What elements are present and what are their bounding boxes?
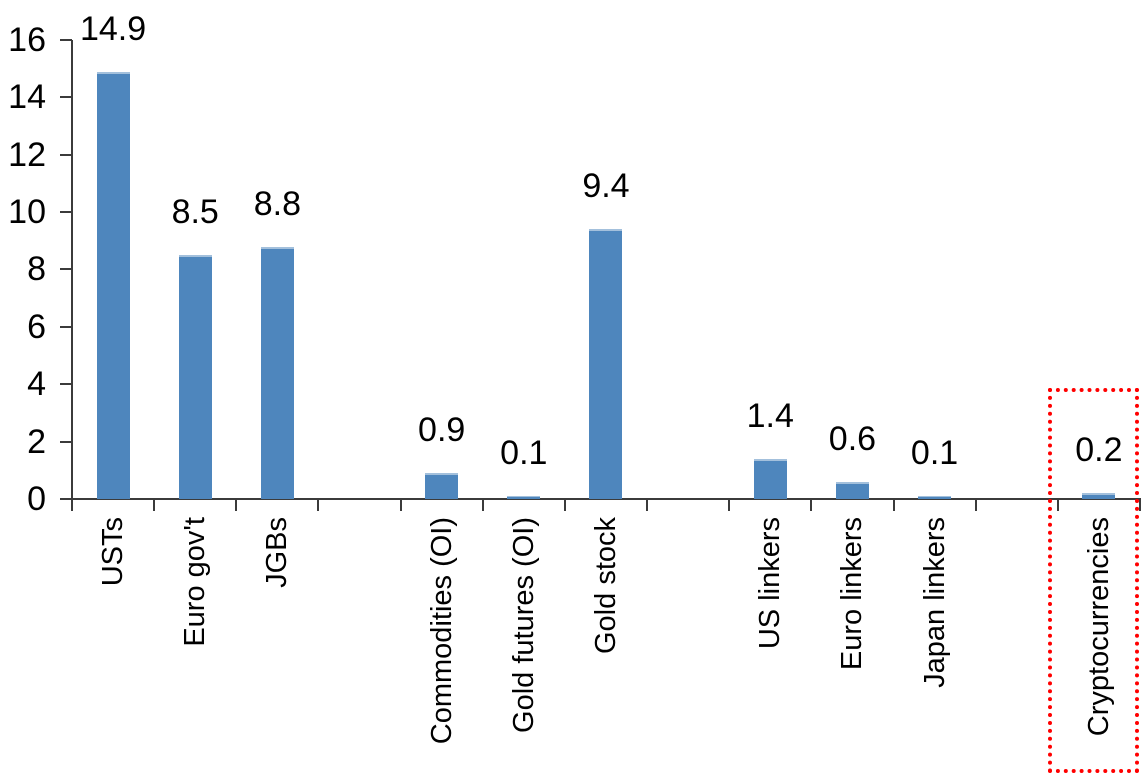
value-label-euro-linkers: 0.6 [828, 419, 877, 458]
x-axis-tick [235, 499, 238, 511]
category-label-gold-stock: Gold stock [589, 517, 622, 654]
x-axis-tick [974, 499, 977, 511]
value-label-gold-futures-oi: 0.1 [500, 434, 548, 473]
y-axis-tick-label: 4 [27, 365, 46, 404]
x-axis-tick [1056, 499, 1059, 511]
bar-usts [96, 71, 130, 499]
bar-gold-futures-oi [507, 496, 541, 499]
y-axis-tick-label: 0 [27, 480, 46, 518]
bar-euro-linkers [835, 481, 869, 499]
x-axis-tick [728, 499, 731, 511]
value-label-commodities-oi: 0.9 [418, 411, 466, 450]
highlight-box-cryptocurrencies [1047, 388, 1139, 773]
y-axis-tick [60, 498, 72, 500]
x-axis-tick [1138, 499, 1141, 511]
y-axis-tick [60, 383, 72, 386]
category-label-commodities-oi: Commodities (OI) [425, 517, 458, 745]
y-axis-tick [60, 211, 72, 214]
y-axis-line [71, 39, 73, 499]
y-axis-tick-label: 12 [8, 135, 46, 174]
y-axis-tick [60, 153, 72, 156]
bar-gold-stock [589, 229, 623, 499]
x-axis-tick [646, 499, 649, 511]
y-axis-tick [60, 440, 72, 443]
x-axis-tick [892, 499, 895, 511]
x-axis-tick [563, 499, 566, 511]
x-axis-tick [481, 499, 484, 511]
y-axis-tick [60, 325, 72, 328]
y-axis-tick-label: 10 [8, 193, 46, 232]
x-axis-tick [317, 499, 320, 511]
bar-commodities-oi [425, 473, 459, 499]
y-axis-tick-label: 8 [27, 250, 46, 289]
value-label-japan-linkers: 0.1 [910, 434, 959, 473]
x-axis-tick [71, 499, 73, 511]
y-axis-tick-label: 2 [27, 422, 46, 461]
y-axis-tick-label: 14 [8, 78, 46, 117]
category-label-euro-gov-t: Euro gov't [179, 517, 212, 647]
category-label-euro-linkers: Euro linkers [836, 517, 869, 671]
y-axis-tick-label: 6 [27, 307, 46, 346]
x-axis-tick [399, 499, 402, 511]
category-label-us-linkers: US linkers [754, 517, 787, 650]
value-label-gold-stock: 9.4 [582, 167, 630, 206]
value-label-us-linkers: 1.4 [746, 396, 794, 435]
value-label-euro-gov-t: 8.5 [171, 193, 219, 232]
bar-jgbs [260, 246, 294, 499]
value-label-usts: 14.9 [79, 9, 147, 48]
bar-japan-linkers [918, 496, 952, 499]
category-label-jgbs: JGBs [261, 517, 294, 588]
value-label-cryptocurrencies: 0.2 [1075, 431, 1123, 470]
bar-euro-gov-t [178, 255, 212, 499]
y-axis-tick [60, 268, 72, 271]
category-label-japan-linkers: Japan linkers [918, 517, 951, 688]
category-label-usts: USTs [97, 517, 130, 587]
bar-us-linkers [753, 458, 787, 499]
x-axis-tick [810, 499, 813, 511]
y-axis-tick-label: 16 [8, 20, 46, 59]
bar-cryptocurrencies [1082, 493, 1116, 499]
y-axis-tick [60, 38, 72, 41]
x-axis-line [71, 498, 1141, 500]
value-label-jgbs: 8.8 [253, 184, 301, 223]
y-axis-tick [60, 96, 72, 99]
x-axis-tick [153, 499, 156, 511]
category-label-gold-futures-oi: Gold futures (OI) [507, 517, 540, 733]
